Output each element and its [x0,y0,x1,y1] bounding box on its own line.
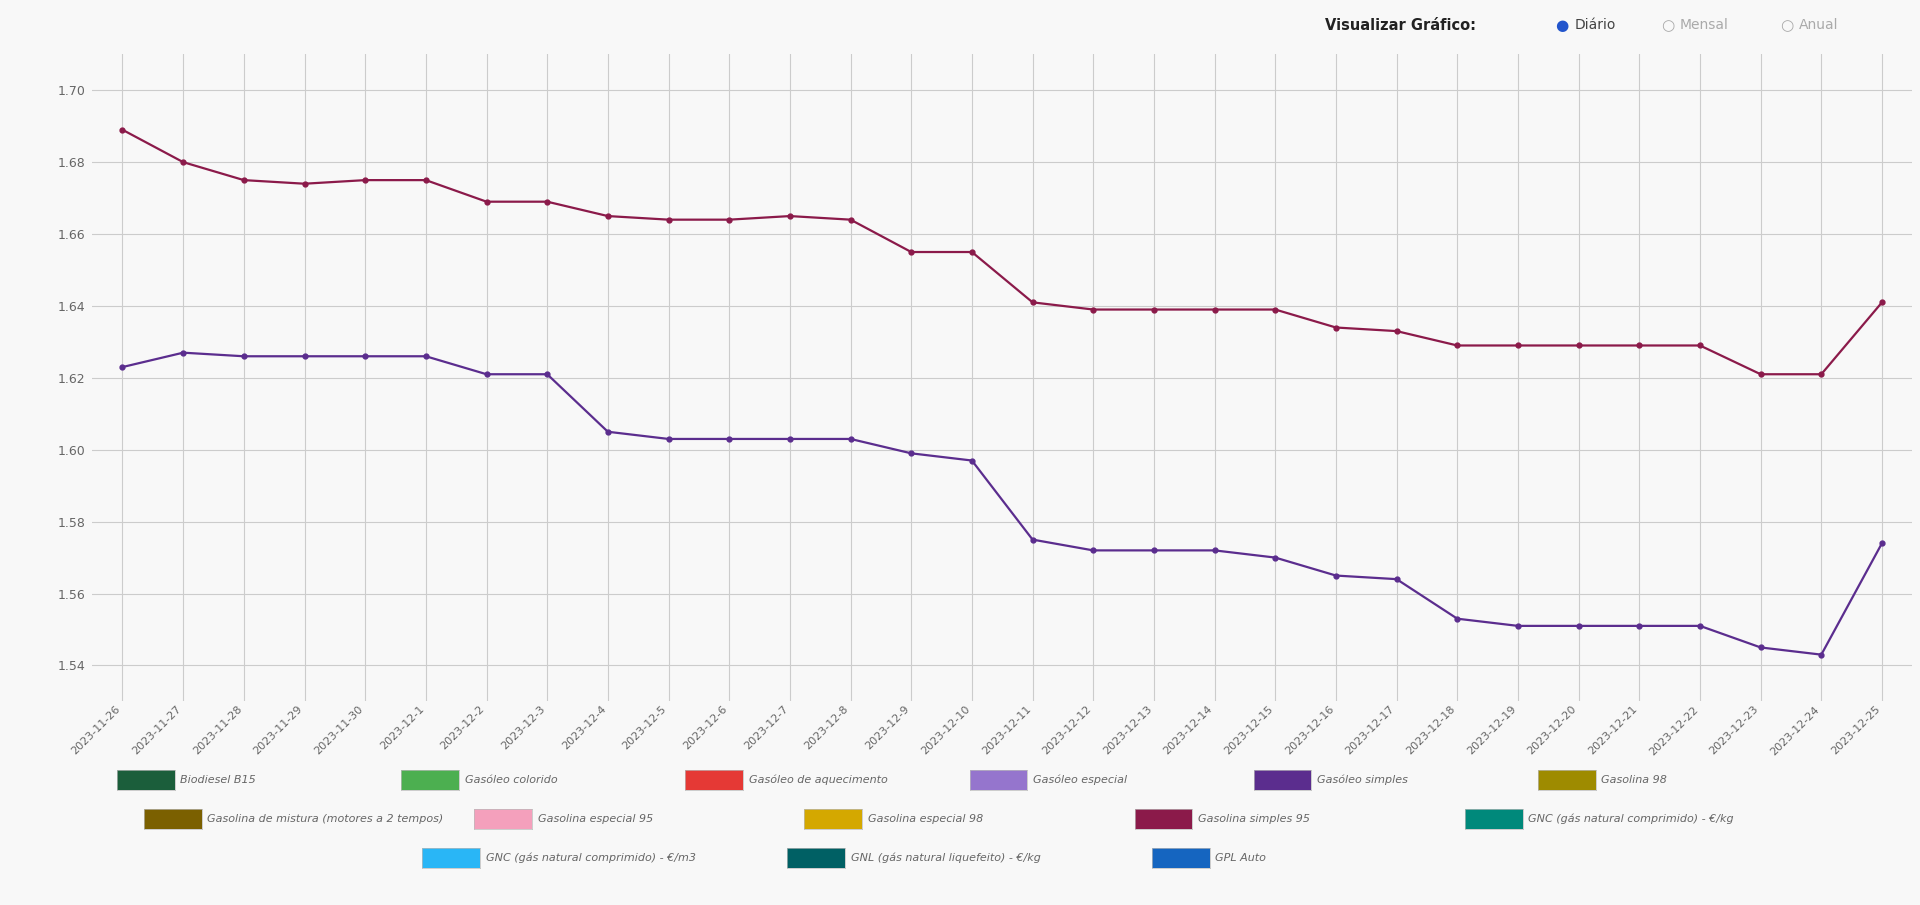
Text: Gasóleo colorido: Gasóleo colorido [465,775,557,786]
Text: Gasolina de mistura (motores a 2 tempos): Gasolina de mistura (motores a 2 tempos) [207,814,444,824]
Text: ●: ● [1555,18,1569,33]
Text: Gasóleo especial: Gasóleo especial [1033,775,1127,786]
Text: GPL Auto: GPL Auto [1215,853,1265,863]
Text: Mensal: Mensal [1680,18,1728,33]
Text: Biodiesel B15: Biodiesel B15 [180,775,255,786]
Text: Gasolina simples 95: Gasolina simples 95 [1198,814,1309,824]
Text: ○: ○ [1661,18,1674,33]
Text: Diário: Diário [1574,18,1617,33]
Text: GNL (gás natural liquefeito) - €/kg: GNL (gás natural liquefeito) - €/kg [851,853,1041,863]
Text: Gasolina especial 98: Gasolina especial 98 [868,814,983,824]
Text: Visualizar Gráfico:: Visualizar Gráfico: [1325,18,1476,33]
Text: Gasóleo de aquecimento: Gasóleo de aquecimento [749,775,887,786]
Text: Gasolina especial 95: Gasolina especial 95 [538,814,653,824]
Text: GNC (gás natural comprimido) - €/kg: GNC (gás natural comprimido) - €/kg [1528,814,1734,824]
Text: Anual: Anual [1799,18,1839,33]
Text: Gasolina 98: Gasolina 98 [1601,775,1667,786]
Text: GNC (gás natural comprimido) - €/m3: GNC (gás natural comprimido) - €/m3 [486,853,695,863]
Text: ○: ○ [1780,18,1793,33]
Text: Gasóleo simples: Gasóleo simples [1317,775,1407,786]
